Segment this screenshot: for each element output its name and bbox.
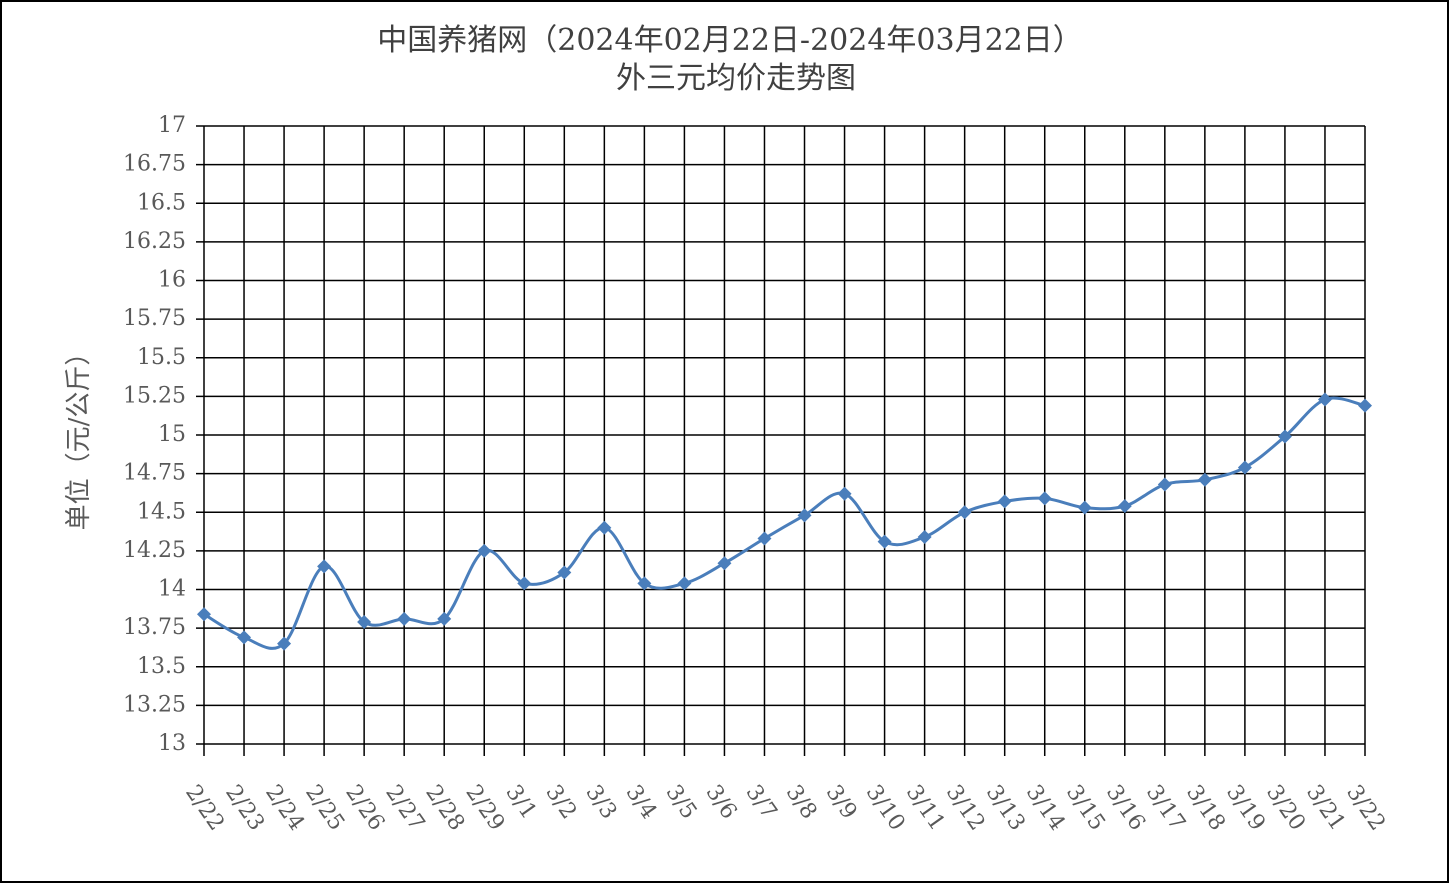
y-axis-label: 单位（元/公斤）: [64, 340, 94, 531]
y-tick-label: 13.5: [137, 654, 186, 679]
marker: [917, 529, 932, 544]
marker: [397, 611, 412, 626]
marker: [1237, 460, 1252, 475]
marker: [197, 607, 211, 622]
marker: [1277, 429, 1292, 444]
y-tick-label: 15.5: [137, 345, 186, 370]
y-tick-label: 14.75: [123, 461, 186, 486]
marker: [357, 614, 372, 629]
marker: [277, 636, 292, 651]
marker: [837, 486, 852, 501]
y-tick-label: 16.25: [123, 229, 186, 254]
marker: [757, 531, 772, 546]
y-tick-label: 13.75: [123, 615, 186, 640]
y-tick-label: 13.25: [123, 692, 186, 717]
marker: [637, 576, 652, 591]
y-tick-label: 15.75: [123, 306, 186, 331]
marker: [237, 630, 252, 645]
marker: [1117, 499, 1132, 514]
marker: [1197, 472, 1212, 487]
marker: [557, 565, 572, 580]
marker: [1358, 398, 1372, 413]
y-tick-label: 14: [158, 577, 186, 602]
marker: [597, 520, 612, 535]
marker: [1077, 500, 1092, 515]
marker: [1157, 477, 1172, 492]
y-tick-label: 14.25: [123, 538, 186, 563]
marker: [677, 576, 692, 591]
marker: [1037, 491, 1052, 506]
marker: [437, 611, 452, 626]
marker: [717, 556, 732, 571]
y-tick-label: 16: [158, 268, 186, 293]
marker: [517, 576, 532, 591]
y-tick-label: 15.25: [123, 383, 186, 408]
marker: [997, 494, 1012, 509]
y-tick-label: 14.5: [137, 499, 186, 524]
marker: [477, 543, 492, 558]
chart-title: 中国养猪网（2024年02月22日-2024年03月22日）: [377, 23, 1083, 58]
y-tick-label: 16.5: [137, 190, 186, 215]
marker: [877, 534, 892, 549]
y-tick-label: 16.75: [123, 152, 186, 177]
marker: [957, 505, 972, 520]
marker: [797, 508, 812, 523]
y-tick-label: 17: [158, 113, 186, 138]
chart-subtitle: 外三元均价走势图: [616, 61, 856, 96]
y-tick-label: 15: [158, 422, 186, 447]
marker: [1317, 392, 1332, 407]
marker: [317, 559, 332, 574]
y-tick-label: 13: [158, 731, 186, 756]
